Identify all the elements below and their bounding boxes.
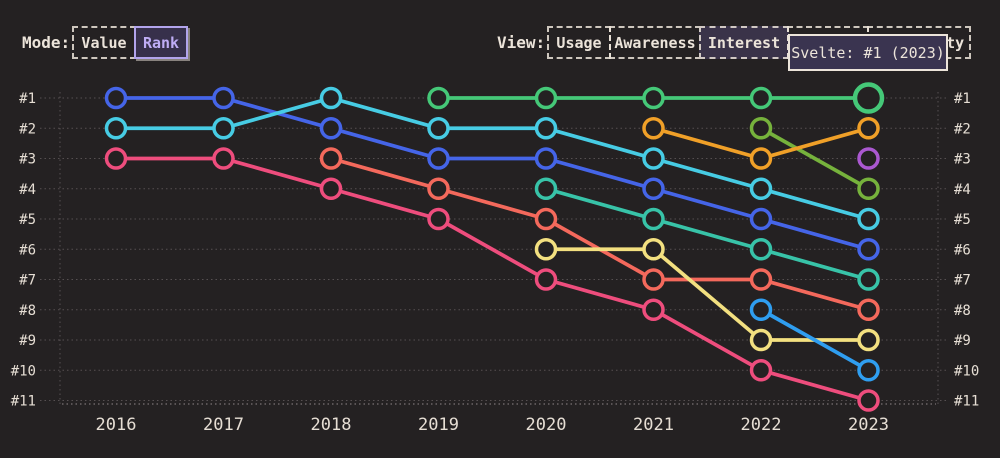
data-point-cyan-2019[interactable] <box>427 117 450 140</box>
data-point-salmon-2021[interactable] <box>642 268 665 291</box>
rank-label-left-10: #10 <box>11 363 36 379</box>
data-point-Svelte-2020[interactable] <box>534 86 558 110</box>
rank-label-left-4: #4 <box>19 182 36 198</box>
rank-label-right-11: #11 <box>954 394 979 410</box>
data-point-cyan-2020[interactable] <box>534 117 558 140</box>
view-label: View: <box>497 33 546 52</box>
data-point-salmon-2022[interactable] <box>749 268 773 291</box>
data-point-blue-2020[interactable] <box>534 147 558 170</box>
data-point-orange-2023[interactable] <box>857 117 880 140</box>
rank-label-right-5: #5 <box>954 212 971 228</box>
rank-label-left-2: #2 <box>19 121 36 137</box>
rank-label-right-1: #1 <box>954 91 971 107</box>
tooltip: Svelte: #1 (2023) <box>788 34 948 71</box>
rank-label-right-7: #7 <box>954 273 971 289</box>
mode-option-rank[interactable]: Rank <box>134 26 188 59</box>
series-line-salmon[interactable] <box>329 156 871 312</box>
series-line-pink[interactable] <box>114 156 871 403</box>
data-point-salmon-2019[interactable] <box>427 177 450 200</box>
data-point-pink-2022[interactable] <box>749 359 773 382</box>
year-label-2020: 2020 <box>526 415 567 435</box>
data-point-cyan-2022[interactable] <box>749 177 773 200</box>
tooltip-text: Svelte: #1 (2023) <box>791 43 945 62</box>
data-point-salmon-2018[interactable] <box>319 147 343 170</box>
data-point-orange-2022[interactable] <box>749 147 773 170</box>
mode-label: Mode: <box>22 33 71 52</box>
series-line-sky[interactable] <box>759 307 871 373</box>
data-point-pink-2018[interactable] <box>319 177 343 200</box>
data-point-Svelte-2022[interactable] <box>749 86 773 110</box>
data-point-yellow-2022[interactable] <box>749 328 773 352</box>
data-point-salmon-2020[interactable] <box>534 207 558 231</box>
data-point-blue-2022[interactable] <box>749 207 773 231</box>
data-point-orange-2021[interactable] <box>642 117 665 140</box>
data-point-yellow-2023[interactable] <box>857 328 880 352</box>
data-point-purple-2023[interactable] <box>857 147 880 170</box>
rank-label-right-4: #4 <box>954 182 971 198</box>
year-label-2017: 2017 <box>203 415 244 435</box>
data-point-teal-2022[interactable] <box>749 238 773 261</box>
year-label-2021: 2021 <box>633 415 674 435</box>
series-line-cyan[interactable] <box>114 96 871 221</box>
data-point-yellow-2021[interactable] <box>642 238 665 261</box>
series-line-lime[interactable] <box>759 126 871 191</box>
data-point-pink-2017[interactable] <box>212 147 235 170</box>
data-point-lime-2023[interactable] <box>857 177 880 200</box>
year-label-2019: 2019 <box>418 415 459 435</box>
year-label-2018: 2018 <box>311 415 352 435</box>
year-label-2023: 2023 <box>848 415 889 435</box>
data-point-Svelte-2023[interactable] <box>852 82 885 114</box>
data-point-blue-2019[interactable] <box>427 147 450 170</box>
data-point-teal-2023[interactable] <box>857 268 880 291</box>
data-point-cyan-2018[interactable] <box>319 86 343 110</box>
rank-label-right-8: #8 <box>954 303 971 319</box>
data-point-lime-2022[interactable] <box>749 117 773 140</box>
data-point-pink-2019[interactable] <box>427 207 450 231</box>
rank-label-right-10: #10 <box>954 363 979 379</box>
data-point-cyan-2023[interactable] <box>857 207 880 231</box>
data-point-pink-2016[interactable] <box>104 147 128 170</box>
rank-label-left-3: #3 <box>19 152 36 168</box>
data-point-blue-2023[interactable] <box>857 238 880 261</box>
rank-label-left-11: #11 <box>11 394 36 410</box>
data-point-pink-2021[interactable] <box>642 298 665 321</box>
rank-label-left-7: #7 <box>19 273 36 289</box>
data-point-blue-2016[interactable] <box>104 86 128 110</box>
data-point-sky-2022[interactable] <box>749 298 773 321</box>
data-point-pink-2020[interactable] <box>534 268 558 291</box>
year-label-2016: 2016 <box>96 415 137 435</box>
rank-label-left-9: #9 <box>19 333 36 349</box>
rank-label-left-1: #1 <box>19 91 36 107</box>
data-point-blue-2018[interactable] <box>319 117 343 140</box>
data-point-blue-2017[interactable] <box>212 86 235 110</box>
data-point-cyan-2021[interactable] <box>642 147 665 170</box>
data-point-cyan-2017[interactable] <box>212 117 235 140</box>
rank-label-right-6: #6 <box>954 242 971 258</box>
data-point-sky-2023[interactable] <box>857 359 880 382</box>
rank-label-right-2: #2 <box>954 121 971 137</box>
year-label-2022: 2022 <box>741 415 782 435</box>
rank-label-left-6: #6 <box>19 242 36 258</box>
data-point-cyan-2016[interactable] <box>104 117 128 140</box>
data-point-pink-2023[interactable] <box>857 389 880 412</box>
data-point-Svelte-2019[interactable] <box>427 86 450 110</box>
mode-toggle-group: Value Rank <box>72 26 188 59</box>
data-point-Svelte-2021[interactable] <box>642 86 665 110</box>
data-point-teal-2020[interactable] <box>534 177 558 200</box>
series-line-blue[interactable] <box>114 96 871 252</box>
rank-label-left-5: #5 <box>19 212 36 228</box>
data-point-salmon-2023[interactable] <box>857 298 880 321</box>
rank-label-left-8: #8 <box>19 303 36 319</box>
rank-label-right-3: #3 <box>954 152 971 168</box>
data-point-blue-2021[interactable] <box>642 177 665 200</box>
data-point-yellow-2020[interactable] <box>534 238 558 261</box>
data-point-teal-2021[interactable] <box>642 207 665 231</box>
rank-label-right-9: #9 <box>954 333 971 349</box>
series-line-teal[interactable] <box>544 186 871 282</box>
